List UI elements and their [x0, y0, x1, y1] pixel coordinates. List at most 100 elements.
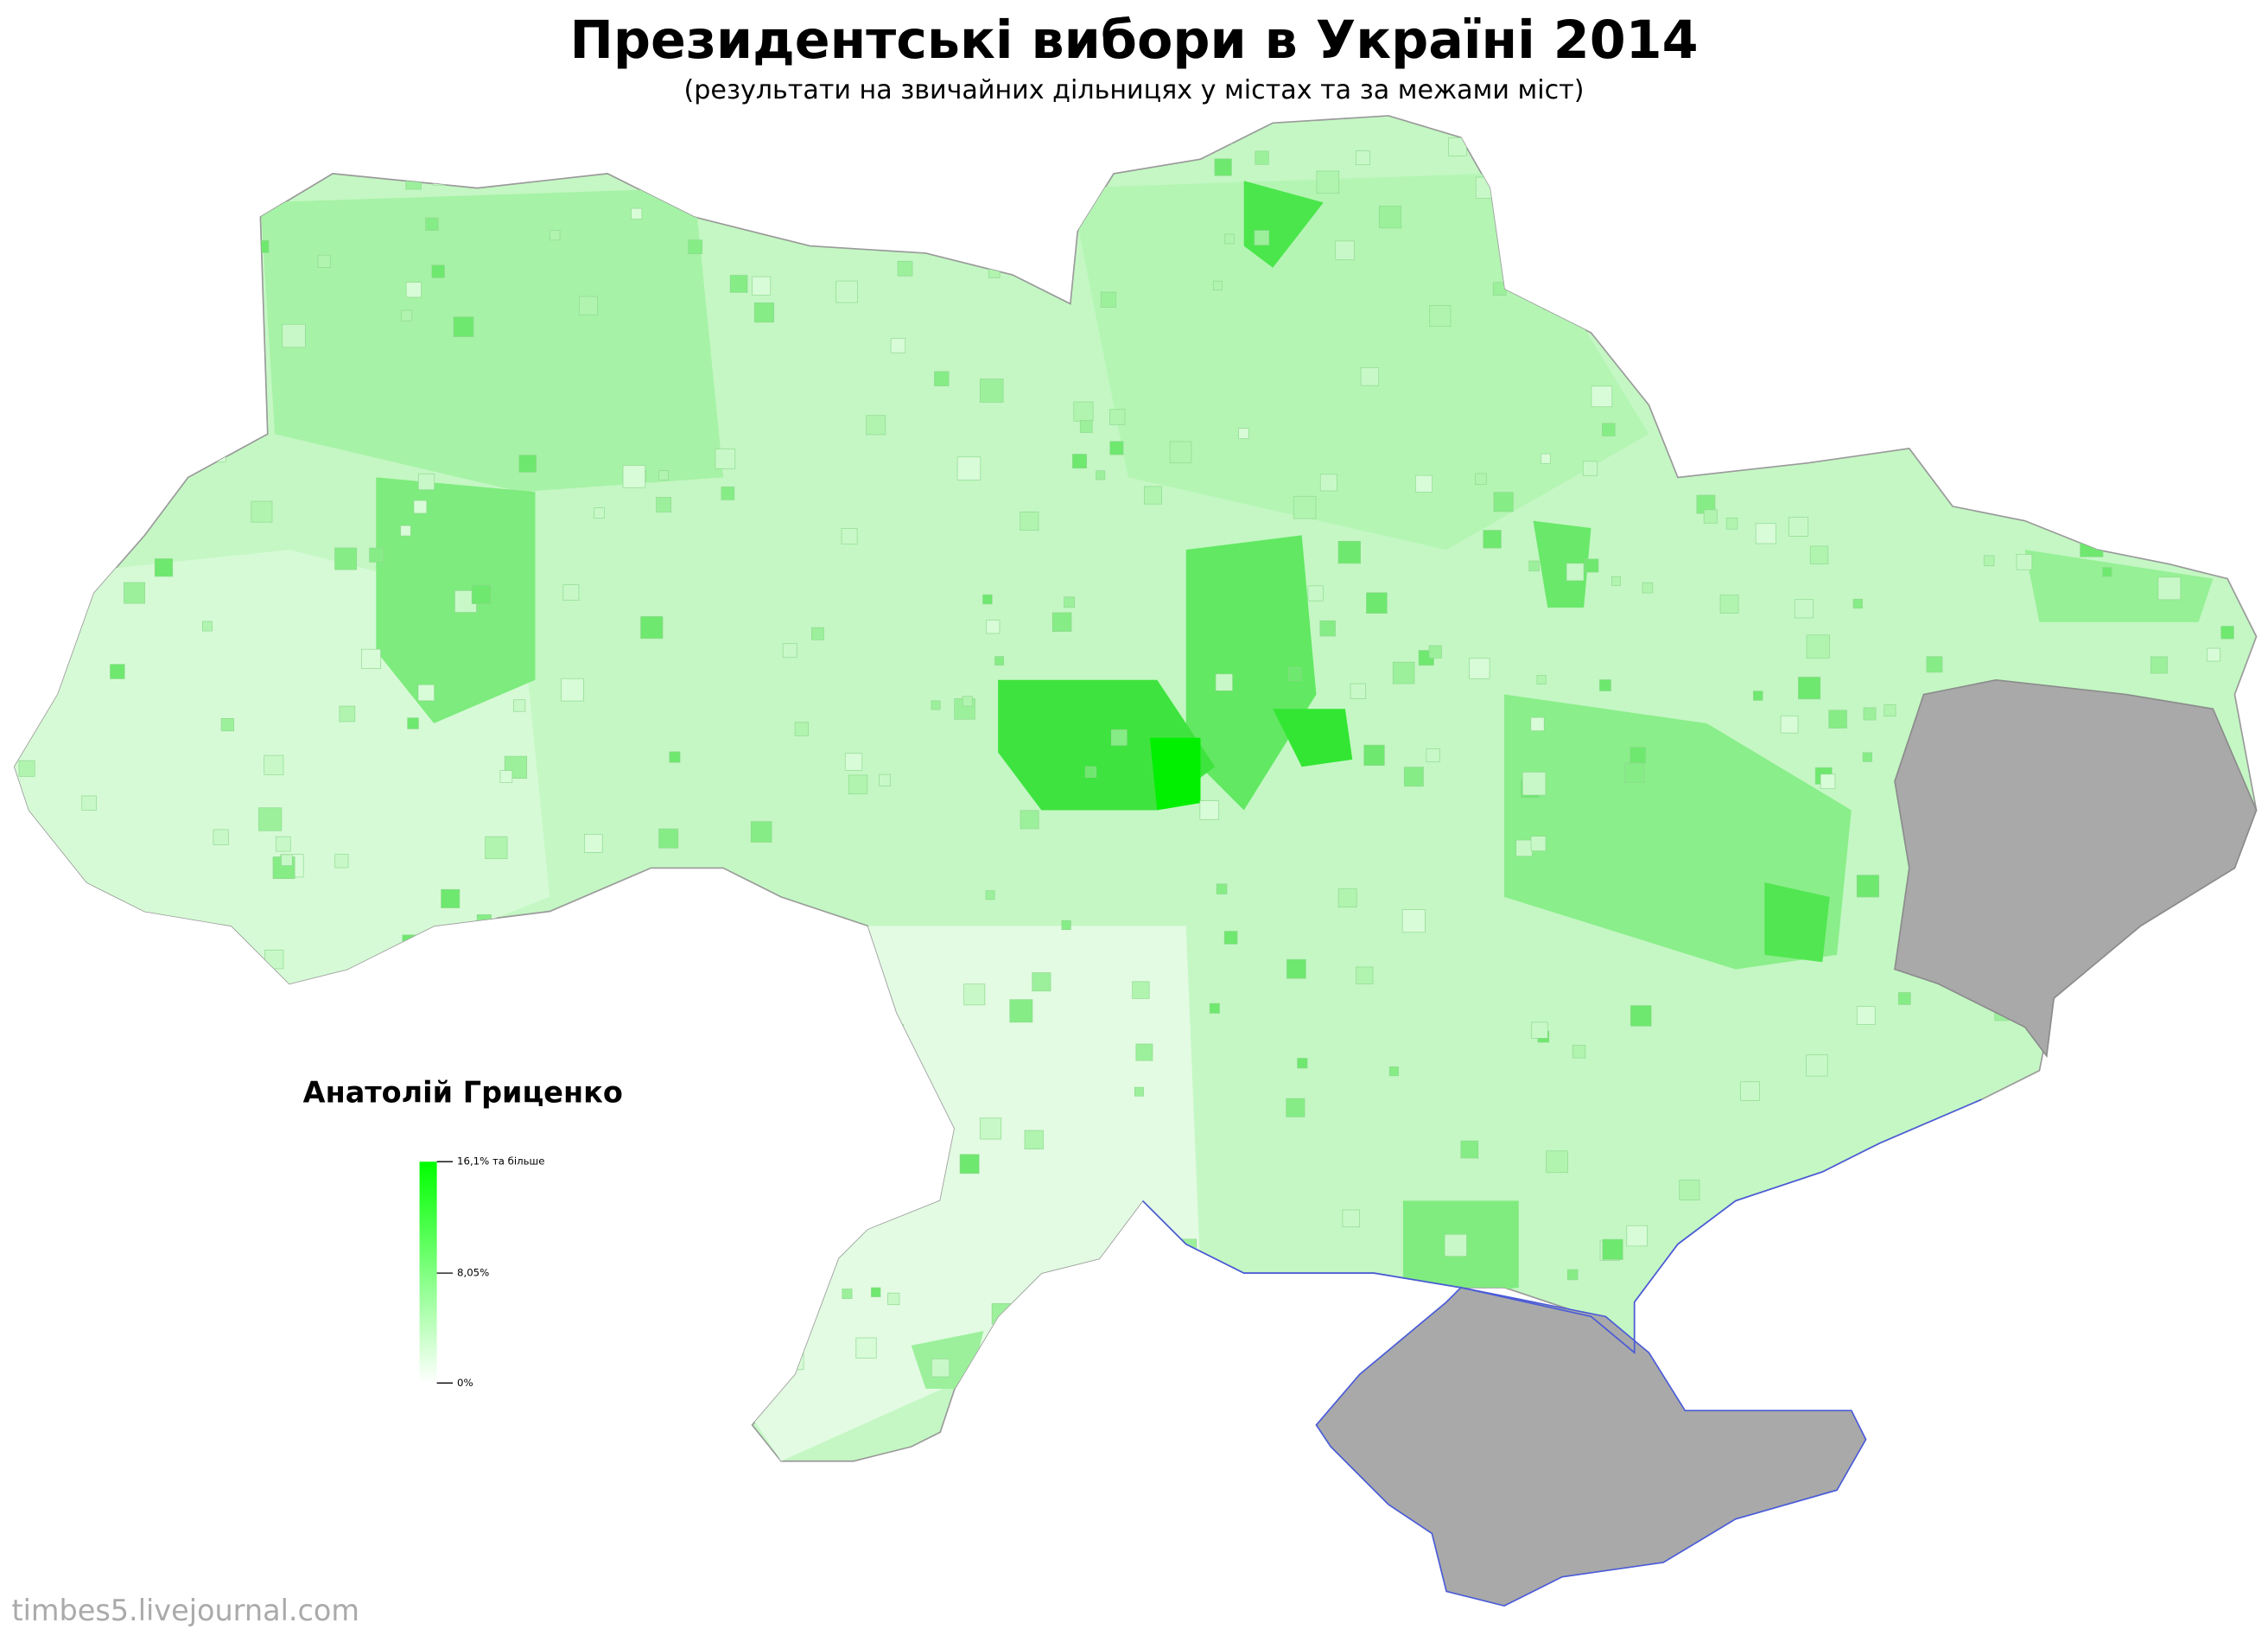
settlement-marker	[264, 754, 284, 775]
settlement-marker	[1072, 454, 1087, 469]
settlement-marker	[1585, 558, 1599, 573]
settlement-marker	[1703, 509, 1718, 524]
settlement-marker	[1546, 1150, 1568, 1174]
settlement-marker	[1856, 875, 1879, 898]
settlement-marker	[1108, 1413, 1121, 1426]
settlement-marker	[1852, 598, 1863, 609]
settlement-marker	[982, 594, 993, 605]
settlement-marker	[1862, 752, 1872, 762]
occupied-area-donbas	[1894, 678, 2258, 1059]
settlement-marker	[701, 1194, 724, 1218]
settlement-marker	[1725, 518, 1738, 530]
settlement-marker	[1679, 1180, 1700, 1200]
settlement-marker	[1876, 1321, 1896, 1341]
settlement-marker	[752, 276, 772, 296]
settlement-marker	[1210, 123, 1233, 144]
settlement-marker	[794, 722, 809, 736]
settlement-marker	[658, 470, 669, 481]
settlement-marker	[1169, 441, 1192, 464]
settlement-marker	[1053, 220, 1077, 243]
settlement-marker	[1814, 1249, 1833, 1268]
settlement-marker	[210, 446, 226, 462]
settlement-marker	[282, 323, 306, 348]
settlement-marker	[485, 836, 508, 859]
settlement-marker	[1392, 661, 1415, 684]
settlement-marker	[1877, 409, 1901, 432]
settlement-marker	[1799, 1202, 1813, 1216]
settlement-marker	[1215, 673, 1233, 691]
settlement-marker	[202, 621, 213, 632]
settlement-marker	[72, 1262, 88, 1278]
settlement-marker	[1307, 585, 1324, 601]
settlement-marker	[1350, 683, 1366, 699]
settlement-marker	[251, 500, 273, 523]
settlement-marker	[1784, 296, 1802, 315]
settlement-marker	[1223, 1429, 1245, 1453]
settlement-marker	[81, 795, 97, 811]
settlement-marker	[2244, 1217, 2257, 1238]
region	[2024, 550, 2214, 622]
settlement-marker	[1807, 1226, 1823, 1243]
settlement-marker	[2190, 1420, 2208, 1439]
settlement-marker	[1960, 1365, 1979, 1385]
settlement-marker	[578, 296, 598, 315]
watermark: timbes5.livejournal.com	[11, 1594, 359, 1627]
settlement-marker	[2094, 504, 2108, 519]
settlement-marker	[2132, 356, 2149, 372]
settlement-marker	[2060, 1257, 2078, 1275]
settlement-marker	[848, 774, 868, 795]
settlement-marker	[518, 455, 537, 473]
settlement-marker	[1828, 710, 1847, 729]
settlement-marker	[1008, 1427, 1030, 1448]
settlement-marker	[1871, 1429, 1891, 1450]
settlement-marker	[1543, 292, 1561, 311]
settlement-marker	[631, 1430, 651, 1451]
settlement-marker	[1323, 1319, 1339, 1335]
settlement-marker	[1293, 495, 1317, 519]
settlement-marker	[115, 1150, 128, 1163]
settlement-marker	[1286, 1098, 1306, 1117]
settlement-marker	[1144, 486, 1162, 505]
settlement-marker	[110, 664, 125, 679]
settlement-marker	[2231, 1429, 2254, 1452]
region	[260, 188, 724, 493]
settlement-marker	[1363, 744, 1385, 767]
settlement-marker	[1444, 1234, 1467, 1257]
map-subtitle: (результати на звичайних дільницях у міс…	[684, 75, 1585, 105]
settlement-marker	[243, 1448, 264, 1461]
settlement-marker	[669, 751, 681, 763]
settlement-marker	[219, 976, 235, 992]
settlement-marker	[425, 217, 439, 231]
settlement-marker	[931, 1359, 950, 1378]
settlement-marker	[585, 1177, 607, 1198]
settlement-marker	[656, 497, 671, 512]
settlement-marker	[2176, 430, 2187, 442]
settlement-marker	[632, 1264, 644, 1276]
settlement-marker	[582, 1111, 597, 1125]
settlement-marker	[2112, 1177, 2124, 1187]
settlement-marker	[1780, 715, 1799, 734]
settlement-marker	[1531, 1021, 1548, 1039]
settlement-marker	[321, 1027, 333, 1038]
settlement-marker	[688, 239, 703, 255]
settlement-marker	[1507, 188, 1520, 200]
settlement-marker	[715, 449, 736, 469]
settlement-marker	[1679, 147, 1698, 167]
settlement-marker	[1109, 409, 1126, 425]
settlement-marker	[854, 1183, 872, 1201]
settlement-marker	[702, 1160, 721, 1179]
settlement-marker	[594, 507, 605, 519]
settlement-marker	[708, 1286, 721, 1299]
settlement-marker	[27, 627, 42, 643]
settlement-marker	[1034, 1299, 1058, 1323]
settlement-marker	[2176, 979, 2197, 999]
settlement-marker	[620, 955, 638, 972]
settlement-marker	[1798, 677, 1821, 700]
settlement-marker	[1287, 667, 1302, 681]
settlement-marker	[2165, 1193, 2182, 1210]
settlement-marker	[1572, 1045, 1586, 1059]
settlement-marker	[339, 705, 356, 722]
settlement-marker	[1199, 800, 1219, 820]
settlement-marker	[1738, 156, 1750, 169]
